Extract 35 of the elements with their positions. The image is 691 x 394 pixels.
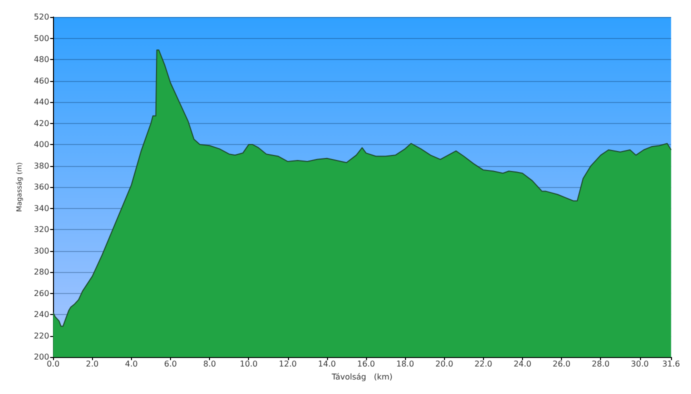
x-tick-label: 20.0 [435,360,454,369]
y-tick-label: 500 [34,34,50,43]
y-tick-label: 460 [34,76,50,86]
x-tick-label: 6.0 [164,360,177,369]
x-tick-label: 2.0 [86,360,99,369]
y-tick-label: 340 [34,204,50,213]
y-tick-label: 400 [34,140,50,150]
x-tick-label: 30.0 [630,360,649,369]
y-tick-label: 360 [34,182,50,192]
x-tick-label: 8.0 [203,360,216,369]
y-tick-label: 320 [34,225,50,234]
y-tick-label: 260 [34,288,50,298]
y-tick-label: 440 [34,98,50,107]
x-axis-title: Távolság (km) [330,372,393,382]
x-tick-label: 22.0 [474,360,492,369]
x-tick-label: 0.0 [46,360,60,369]
x-tick-label: 28.0 [592,360,610,369]
y-tick-label: 200 [34,352,50,362]
y-tick-label: 520 [34,12,50,22]
y-tick-label: 420 [34,118,50,128]
y-tick-label: 300 [34,246,50,256]
x-tick-label: 16.0 [357,360,375,369]
x-tick-label: 24.0 [514,360,532,369]
x-tick-label: 26.0 [552,360,570,369]
y-tick-label: 480 [34,55,50,64]
y-tick-label: 240 [34,310,50,320]
x-tick-label: 18.0 [396,360,414,369]
x-tick-label: 14.0 [318,360,336,369]
y-tick-label: 380 [34,161,50,170]
x-tick-label: 12.0 [278,360,297,369]
y-tick-label: 220 [34,331,50,340]
y-tick-label: 280 [34,268,50,277]
x-tick-label: 4.0 [125,360,138,369]
x-tick-label: 10.0 [240,360,258,369]
x-tick-label: 31.6 [662,360,680,369]
